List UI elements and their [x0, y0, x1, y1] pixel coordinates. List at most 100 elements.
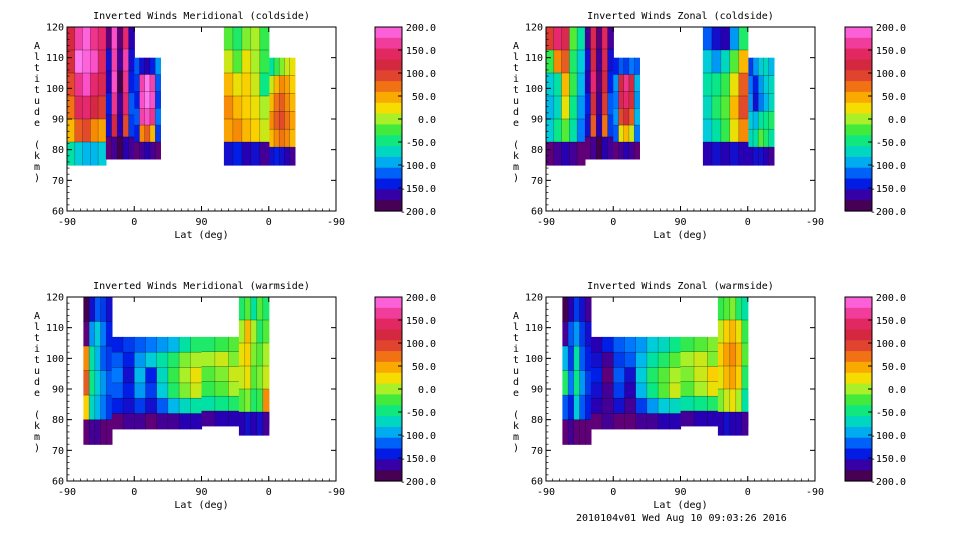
contour-cell	[669, 413, 682, 430]
contour-cell	[601, 92, 609, 116]
contour-cell	[763, 111, 770, 130]
colorbar-band	[375, 437, 402, 450]
figure-footer: 2010104v01 Wed Aug 10 09:03:26 2016	[576, 513, 787, 524]
x-tick-label: 0	[131, 487, 137, 498]
contour-cell	[250, 389, 258, 413]
x-tick-label: -90	[806, 487, 824, 498]
colorbar-tick-label: -150.0	[400, 184, 436, 195]
contour-cell	[145, 352, 158, 369]
contour-cell	[669, 367, 682, 384]
contour-cell	[117, 27, 124, 50]
contour-cell	[122, 136, 130, 160]
contour-cell	[67, 73, 76, 97]
colorbar: 200.0 150.0 100.0 50.0 0.0 -50.0 -100.0 -150.0 -…	[374, 293, 436, 488]
contour-cell	[167, 336, 180, 353]
contour-cell	[735, 389, 743, 413]
contour-cell	[590, 27, 597, 50]
contour-cell	[573, 395, 581, 421]
contour-cell	[596, 136, 603, 160]
contour-cell	[763, 57, 770, 77]
contour-cell	[561, 96, 570, 120]
contour-cell	[634, 91, 640, 109]
colorbar-band	[375, 318, 402, 330]
contour-cell	[201, 351, 216, 368]
contour-cell	[613, 336, 626, 353]
contour-cell	[658, 382, 670, 399]
contour-cell	[624, 398, 637, 415]
contour-cell	[601, 71, 609, 94]
contour-cell	[106, 370, 113, 396]
contour-cell	[573, 370, 581, 396]
contour-cell	[646, 382, 659, 399]
contour-cell	[635, 413, 648, 430]
contour-cell	[289, 111, 296, 130]
y-tick-label: 80	[531, 415, 543, 426]
contour-cell	[111, 92, 118, 116]
contour-cell	[106, 297, 113, 323]
contour-cell	[155, 91, 161, 109]
contour-cell	[584, 114, 592, 138]
colorbar-band	[375, 37, 402, 50]
contour-cell	[134, 413, 147, 430]
contour-cell	[669, 336, 682, 353]
contour-cell	[128, 49, 135, 72]
colorbar-tick-label: 100.0	[876, 69, 906, 80]
colorbar-tick-label: 150.0	[406, 316, 436, 327]
contour-cell	[232, 96, 243, 120]
contour-cell	[577, 27, 586, 51]
contour-cell	[179, 367, 191, 384]
contour-cell	[729, 343, 737, 367]
colorbar-band	[845, 124, 872, 136]
colorbar-band	[375, 156, 402, 169]
contour-cell	[268, 75, 275, 95]
contour-cell	[546, 142, 555, 166]
contour-cell	[179, 382, 191, 399]
contour-cell	[596, 27, 603, 50]
colorbar-tick-label: -50.0	[406, 408, 436, 419]
contour-cell	[111, 49, 118, 72]
contour-cell	[601, 49, 609, 72]
contour-cell	[546, 119, 555, 143]
contour-cell	[259, 27, 270, 51]
y-tick-label: 100	[525, 354, 543, 365]
contour-cell	[568, 370, 575, 396]
contour-cell	[74, 73, 84, 97]
contour-cell	[232, 27, 243, 51]
contour-cell	[144, 91, 151, 109]
contour-cell	[613, 74, 620, 92]
colorbar-band	[375, 102, 402, 115]
contour-cell	[562, 297, 569, 323]
contour-cell	[190, 413, 203, 430]
colorbar: 200.0 150.0 100.0 50.0 0.0 -50.0 -100.0 -150.0 -…	[844, 293, 906, 488]
colorbar-tick-label: 200.0	[406, 23, 436, 34]
colorbar-band	[845, 394, 872, 406]
contour-cell	[723, 343, 731, 367]
contour-cell	[241, 50, 252, 74]
contour-cell	[680, 366, 695, 382]
contour-cell	[179, 398, 191, 415]
contour-cell	[122, 49, 130, 72]
contour-cell	[720, 73, 731, 97]
contour-cell	[613, 398, 626, 415]
contour-cell	[717, 389, 725, 413]
contour-cell	[624, 382, 637, 399]
contour-cell	[747, 147, 754, 166]
contour-cell	[241, 142, 252, 166]
contour-cell	[669, 382, 682, 399]
y-tick-label: 60	[531, 207, 543, 218]
contour-cell	[729, 366, 737, 390]
contour-cell	[259, 142, 270, 166]
contour-cell	[100, 395, 107, 421]
contour-cell	[623, 125, 630, 143]
y-tick-label: 100	[46, 84, 64, 95]
contour-cell	[90, 73, 99, 97]
contour-cell	[623, 91, 630, 109]
colorbar-band	[375, 59, 402, 71]
x-tick-label: 0	[266, 487, 272, 498]
contour-cell	[711, 96, 722, 120]
colorbar-tick-label: 50.0	[882, 92, 906, 103]
colorbar-band	[845, 167, 872, 180]
contour-cell	[753, 57, 759, 77]
contour-cell	[635, 336, 648, 353]
